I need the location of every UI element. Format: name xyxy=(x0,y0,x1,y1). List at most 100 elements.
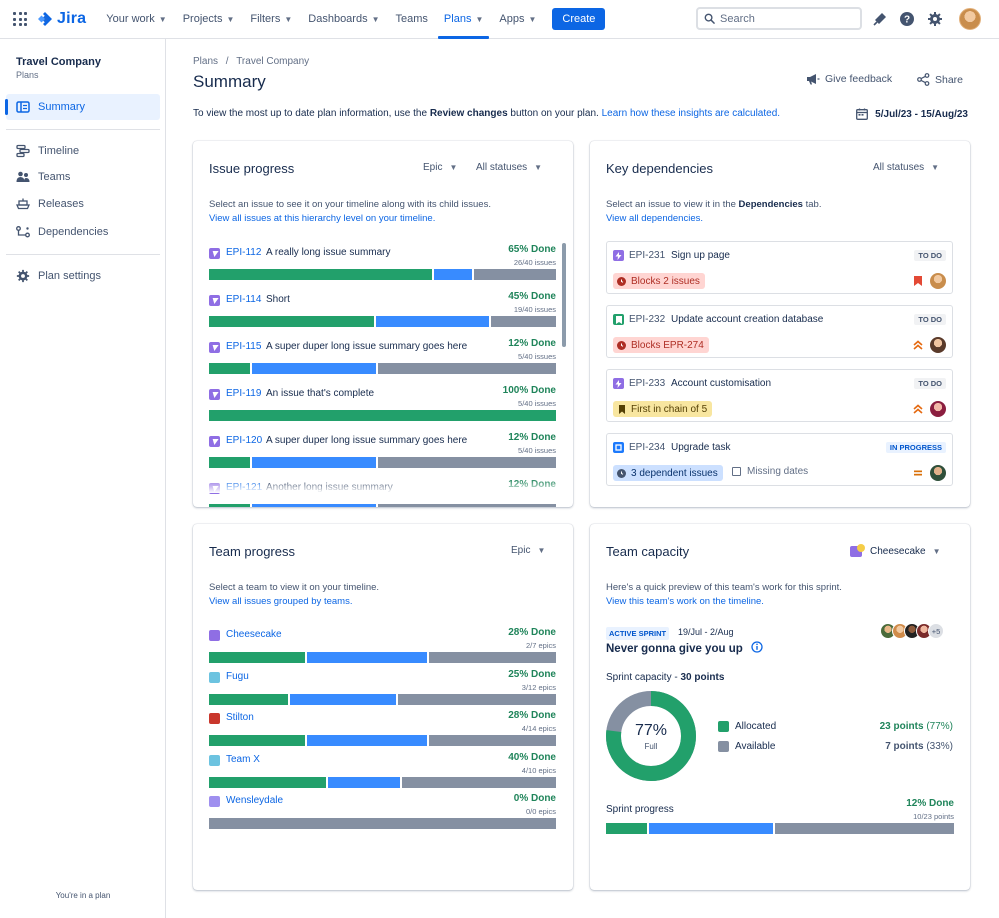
issue-key[interactable]: EPI-119 xyxy=(226,388,262,399)
status-filter[interactable]: All statuses ▼ xyxy=(476,162,542,173)
nav-dashboards[interactable]: Dashboards ▼ xyxy=(300,0,387,39)
nav-plans[interactable]: Plans ▼ xyxy=(436,0,491,39)
team-row[interactable]: Wensleydale 0% Done 0/0 epics xyxy=(209,793,556,835)
help-icon[interactable]: ? xyxy=(899,11,915,27)
nav-your-work[interactable]: Your work ▼ xyxy=(98,0,174,39)
dependency-key[interactable]: EPI-231 xyxy=(629,250,666,261)
sidebar-item-releases[interactable]: Releases xyxy=(6,191,160,217)
dependency-title: Sign up page xyxy=(671,250,730,261)
capacity-donut-chart xyxy=(606,691,696,781)
dependency-key[interactable]: EPI-233 xyxy=(629,378,666,389)
todo-segment xyxy=(398,693,556,705)
done-segment xyxy=(209,652,306,663)
legend-swatch xyxy=(718,721,729,732)
issue-type-filter[interactable]: Epic ▼ xyxy=(423,162,457,173)
description-text: Select an issue to see it on your timeli… xyxy=(209,199,491,210)
team-row[interactable]: Team X 40% Done 4/10 epics xyxy=(209,752,556,794)
give-feedback-button[interactable]: Give feedback xyxy=(806,73,892,85)
team-capacity-card: Team capacity Cheesecake ▼ Here's a quick… xyxy=(590,524,970,890)
breadcrumb-travel-company[interactable]: Travel Company xyxy=(236,56,310,67)
dependency-item[interactable]: EPI-231 Sign up page TO DO Blocks 2 issues xyxy=(606,241,953,294)
page-title: Summary xyxy=(193,72,266,91)
dependency-key[interactable]: EPI-234 xyxy=(629,442,666,453)
team-epic-count: 4/14 epics xyxy=(521,724,556,734)
user-avatar[interactable] xyxy=(959,8,981,30)
issue-summary: A super duper long issue summary goes he… xyxy=(266,341,468,352)
issue-row[interactable]: EPI-112 A really long issue summary 65% Do… xyxy=(209,244,556,291)
team-row[interactable]: Cheesecake 28% Done 2/7 epics xyxy=(209,627,556,669)
done-segment xyxy=(209,457,251,468)
create-button[interactable]: Create xyxy=(552,8,606,30)
dependency-tag: 3 dependent issues xyxy=(613,465,723,481)
dependency-item[interactable]: EPI-232 Update account creation database T… xyxy=(606,305,953,358)
epic-icon xyxy=(613,378,624,389)
settings-gear-icon[interactable] xyxy=(927,11,943,27)
dependency-tag-label: 3 dependent issues xyxy=(631,467,718,479)
teams-link[interactable]: View all issues grouped by teams. xyxy=(209,596,353,607)
sidebar-item-teams[interactable]: Teams xyxy=(6,164,160,190)
chevron-down-icon: ▼ xyxy=(371,14,380,24)
status-filter[interactable]: All statuses ▼ xyxy=(873,162,939,173)
assignee-avatar[interactable] xyxy=(930,465,946,481)
team-progress-card: Team progress Epic ▼ Select a team to vie… xyxy=(193,524,573,890)
issue-row[interactable]: EPI-120 A super duper long issue summary … xyxy=(209,432,556,479)
team-name[interactable]: Wensleydale xyxy=(226,795,284,807)
dependencies-link[interactable]: View all dependencies. xyxy=(606,213,704,224)
sidebar-item-summary[interactable]: Summary xyxy=(5,94,160,120)
sprint-progress-count: 10/23 points xyxy=(913,812,954,821)
assignee-avatar[interactable] xyxy=(930,273,946,289)
nav-filters[interactable]: Filters ▼ xyxy=(242,0,300,39)
issue-row[interactable]: EPI-119 An issue that's complete 100% Done… xyxy=(209,385,556,432)
nav-apps[interactable]: Apps ▼ xyxy=(491,0,544,39)
app-switcher-icon[interactable] xyxy=(13,12,27,26)
nav-projects[interactable]: Projects ▼ xyxy=(175,0,243,39)
team-epic-count: 4/10 epics xyxy=(521,765,556,775)
info-icon[interactable] xyxy=(751,641,763,653)
team-name[interactable]: Stilton xyxy=(226,712,254,724)
sidebar-item-timeline[interactable]: Timeline xyxy=(6,138,160,164)
sidebar-item-plan-settings[interactable]: Plan settings xyxy=(6,263,160,289)
card-title: Key dependencies xyxy=(606,161,713,176)
issue-row[interactable]: EPI-115 A super duper long issue summary … xyxy=(209,338,556,385)
assignee-avatar[interactable] xyxy=(930,401,946,417)
chevron-down-icon: ▼ xyxy=(932,546,941,556)
member-avatars[interactable]: +5 xyxy=(880,623,955,641)
team-avatar-icon xyxy=(209,754,220,766)
todo-segment xyxy=(377,363,556,374)
issue-key[interactable]: EPI-115 xyxy=(226,341,262,352)
timeline-link[interactable]: View this team's work on the timeline. xyxy=(606,596,764,607)
team-epic-count: 2/7 epics xyxy=(525,641,556,650)
team-row[interactable]: Fugu 25% Done 3/12 epics xyxy=(209,669,556,711)
sprint-progress-bar[interactable] xyxy=(606,823,954,834)
share-button[interactable]: Share xyxy=(917,73,963,86)
todo-segment xyxy=(490,316,556,327)
search-input[interactable]: Search xyxy=(696,7,862,30)
team-avatar-icon xyxy=(209,630,220,641)
issue-row[interactable]: EPI-114 Short 45% Done 19/40 issues xyxy=(209,291,556,338)
hierarchy-link[interactable]: View all issues at this hierarchy level … xyxy=(209,213,436,224)
issue-key[interactable]: EPI-112 xyxy=(226,247,262,258)
dependency-item[interactable]: EPI-233 Account customisation TO DO First i… xyxy=(606,369,953,422)
issue-type-filter[interactable]: Epic ▼ xyxy=(511,545,545,556)
team-row[interactable]: Stilton 28% Done 4/14 epics xyxy=(209,710,556,752)
nav-teams[interactable]: Teams xyxy=(388,0,436,39)
issue-key[interactable]: EPI-114 xyxy=(226,294,262,305)
sidebar-item-dependencies[interactable]: Dependencies xyxy=(6,219,160,245)
insights-link[interactable]: Learn how these insights are calculated. xyxy=(601,108,781,119)
jira-logo[interactable]: Jira xyxy=(37,10,86,28)
team-name[interactable]: Cheesecake xyxy=(226,629,282,640)
breadcrumb-plans[interactable]: Plans xyxy=(193,56,219,67)
issue-key[interactable]: EPI-120 xyxy=(226,435,263,446)
date-range[interactable]: 5/Jul/23 - 15/Aug/23 xyxy=(856,108,968,120)
capacity-legend-row: Available 7 points (33%) xyxy=(718,741,953,755)
team-avatar-icon xyxy=(209,671,220,683)
team-name[interactable]: Fugu xyxy=(226,670,249,682)
team-name[interactable]: Team X xyxy=(226,753,260,765)
dependency-key[interactable]: EPI-232 xyxy=(629,314,666,325)
notifications-icon[interactable] xyxy=(872,11,888,27)
assignee-avatar[interactable] xyxy=(930,337,946,353)
team-selector[interactable]: Cheesecake ▼ xyxy=(850,544,941,558)
dependency-item[interactable]: EPI-234 Upgrade task IN PROGRESS 3 dependen… xyxy=(606,433,953,486)
team-done-percent: 40% Done xyxy=(508,751,556,763)
scrollbar[interactable] xyxy=(562,243,566,347)
